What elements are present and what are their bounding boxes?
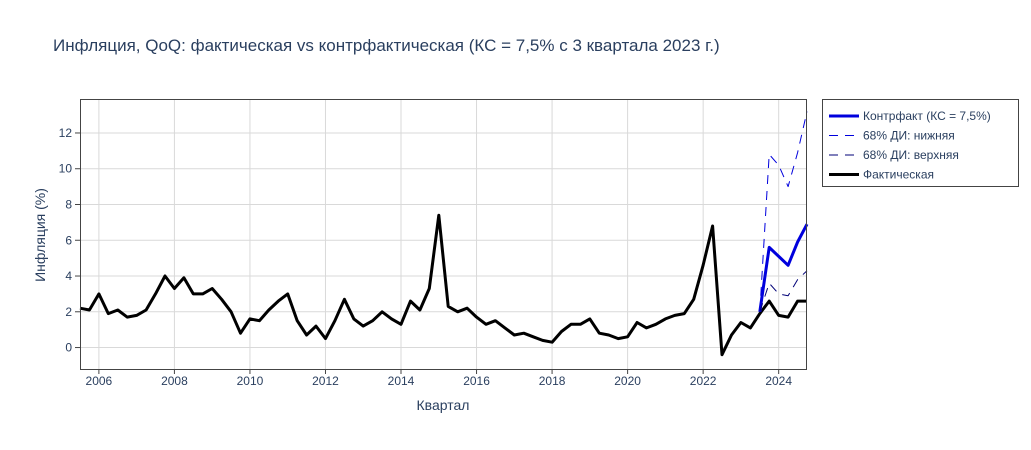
- y-tick-label-0: 0: [65, 341, 72, 355]
- y-axis-ticks: 0 2 4 6 8 10 12: [59, 126, 80, 355]
- y-tick-label-12: 12: [59, 126, 73, 140]
- y-tick-label-2: 2: [65, 305, 72, 319]
- x-tick-label-2020: 2020: [614, 374, 641, 388]
- legend-label-2: 68% ДИ: верхняя: [863, 148, 959, 162]
- series-layer: [79, 111, 809, 357]
- series-line-1: [759, 111, 808, 312]
- x-tick-label-2022: 2022: [690, 374, 717, 388]
- legend-label-1: 68% ДИ: нижняя: [863, 129, 955, 143]
- plot-area: [80, 99, 807, 369]
- x-tick-label-2006: 2006: [86, 374, 113, 388]
- y-tick-label-10: 10: [59, 162, 73, 176]
- x-tick-label-2010: 2010: [237, 374, 264, 388]
- legend-label-0: Контрфакт (КС = 7,5%): [863, 109, 991, 123]
- x-tick-label-2016: 2016: [463, 374, 490, 388]
- x-tick-label-2008: 2008: [161, 374, 188, 388]
- y-tick-label-4: 4: [65, 269, 72, 283]
- legend: Контрфакт (КС = 7,5%) 68% ДИ: нижняя 68% Д…: [822, 99, 1019, 187]
- y-tick-label-8: 8: [65, 197, 72, 211]
- x-tick-label-2014: 2014: [388, 374, 415, 388]
- series-line-0: [758, 223, 809, 313]
- chart-title: Инфляция, QoQ: фактическая vs контрфакти…: [53, 36, 720, 55]
- grid: [80, 99, 807, 369]
- series-line-3: [79, 213, 807, 357]
- series-line-2: [759, 270, 808, 312]
- x-tick-label-2018: 2018: [539, 374, 566, 388]
- x-tick-label-2024: 2024: [765, 374, 792, 388]
- x-axis-title: Квартал: [417, 397, 470, 413]
- legend-box: [822, 99, 1019, 187]
- y-tick-label-6: 6: [65, 233, 72, 247]
- x-tick-label-2012: 2012: [312, 374, 339, 388]
- y-axis-title: Инфляция (%): [32, 188, 48, 282]
- plot-border: [80, 99, 807, 370]
- legend-label-3: Фактическая: [863, 168, 934, 182]
